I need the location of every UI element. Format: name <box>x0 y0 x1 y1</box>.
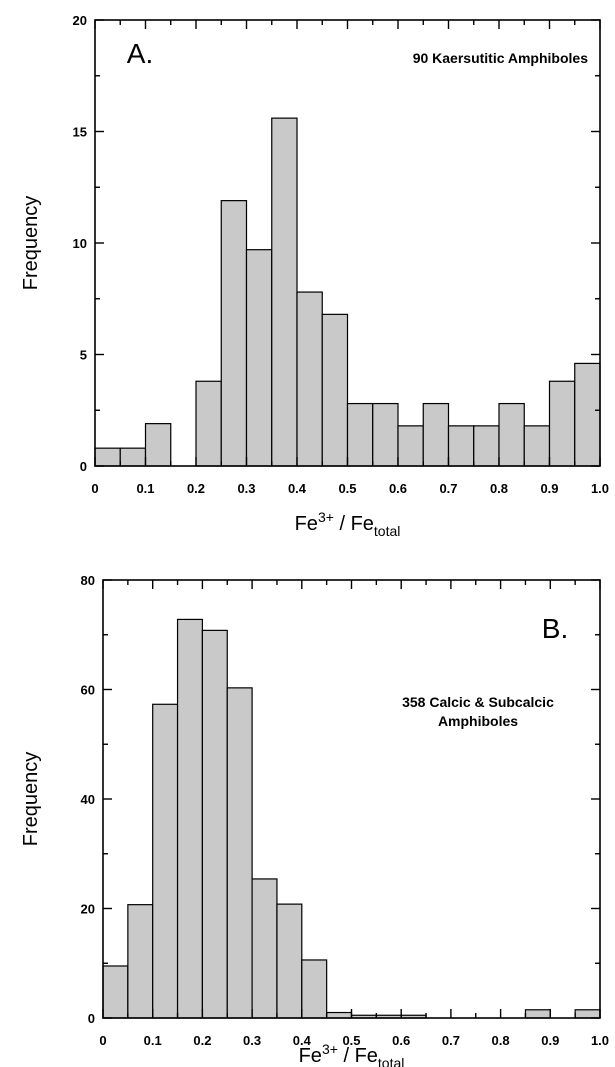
x-tick-label: 0.6 <box>389 481 407 496</box>
histogram-bar <box>301 959 328 1019</box>
histogram-bar <box>473 425 500 467</box>
histogram-bar <box>397 425 424 467</box>
x-tick-label: 0.9 <box>541 1033 559 1048</box>
x-tick-label: 0.2 <box>187 481 205 496</box>
sample-annotation: Amphiboles <box>438 713 518 729</box>
histogram-bar <box>271 117 298 467</box>
histogram-bar <box>574 362 601 467</box>
histogram-bar <box>447 425 475 467</box>
x-tick-label: 0.7 <box>439 481 457 496</box>
x-tick-label: 0.4 <box>293 1033 312 1048</box>
histogram-bar <box>119 447 147 467</box>
histogram-bar <box>201 629 228 1019</box>
x-tick-label: 0.7 <box>442 1033 460 1048</box>
histogram-bar <box>251 878 278 1019</box>
y-tick-label: 40 <box>81 792 95 807</box>
y-tick-label: 0 <box>88 1011 95 1026</box>
histogram-bar <box>326 1011 353 1019</box>
histogram-bar <box>276 903 303 1019</box>
histogram-bar <box>296 291 323 467</box>
x-tick-label: 0.3 <box>243 1033 261 1048</box>
y-axis-title: Frequency <box>20 196 42 291</box>
x-tick-label: 0.5 <box>342 1033 360 1048</box>
histogram-bar <box>220 200 248 467</box>
x-tick-label: 0.6 <box>392 1033 410 1048</box>
x-tick-label: 0 <box>91 481 98 496</box>
y-tick-label: 80 <box>81 573 95 588</box>
y-tick-label: 60 <box>81 683 95 698</box>
x-tick-label: 0.4 <box>288 481 307 496</box>
x-tick-label: 0.1 <box>144 1033 162 1048</box>
histogram-bar <box>422 402 450 467</box>
sample-annotation: 90 Kaersutitic Amphiboles <box>413 50 589 66</box>
sample-annotation: 358 Calcic & Subcalcic <box>402 694 554 710</box>
y-tick-label: 15 <box>73 125 87 140</box>
histogram-bar <box>195 380 222 467</box>
histogram-bar <box>574 1009 601 1019</box>
histogram-bar <box>144 423 172 467</box>
histogram-bar <box>523 425 551 467</box>
x-tick-label: 0.9 <box>540 481 558 496</box>
histogram-bar <box>102 965 129 1019</box>
panel-label: A. <box>127 38 153 69</box>
x-tick-label: 0.8 <box>492 1033 510 1048</box>
x-tick-label: 1.0 <box>591 481 609 496</box>
histogram-bar <box>245 249 273 467</box>
histogram-bar <box>226 687 253 1019</box>
x-axis-title: Fe3+ / Fetotal <box>295 509 401 539</box>
panel-label: B. <box>542 613 568 644</box>
y-axis-title: Frequency <box>20 752 42 847</box>
x-tick-label: 1.0 <box>591 1033 609 1048</box>
histogram-bar <box>498 402 525 467</box>
x-axis-title: Fe3+ / Fetotal <box>299 1041 405 1067</box>
x-tick-label: 0 <box>99 1033 106 1048</box>
histogram-bar <box>346 402 374 467</box>
y-tick-label: 10 <box>73 236 87 251</box>
y-tick-label: 0 <box>80 459 87 474</box>
y-tick-label: 20 <box>81 902 95 917</box>
histogram-bar <box>127 904 154 1019</box>
y-tick-label: 20 <box>73 13 87 28</box>
x-tick-label: 0.3 <box>237 481 255 496</box>
x-tick-label: 0.2 <box>193 1033 211 1048</box>
histogram-bar <box>94 447 121 467</box>
histogram-bar <box>548 380 576 467</box>
x-tick-label: 0.8 <box>490 481 508 496</box>
histogram-bar <box>372 402 399 467</box>
chart-panel-a: 0 0.1 0.2 0.3 0.4 0.5 0.6 0.7 0.8 0.9 1.0 0 5 10 15 20 F… <box>20 13 609 539</box>
histogram-bar <box>524 1009 551 1019</box>
y-tick-label: 5 <box>80 348 87 363</box>
x-tick-label: 0.1 <box>136 481 154 496</box>
histogram-bar <box>176 618 204 1019</box>
histogram-bar <box>321 313 349 467</box>
chart-panel-b: 0 0.1 0.2 0.3 0.4 0.5 0.6 0.7 0.8 0.9 1.0 0 20 40 60 80… <box>20 573 609 1067</box>
x-tick-label: 0.5 <box>338 481 356 496</box>
histogram-bar <box>152 703 179 1019</box>
